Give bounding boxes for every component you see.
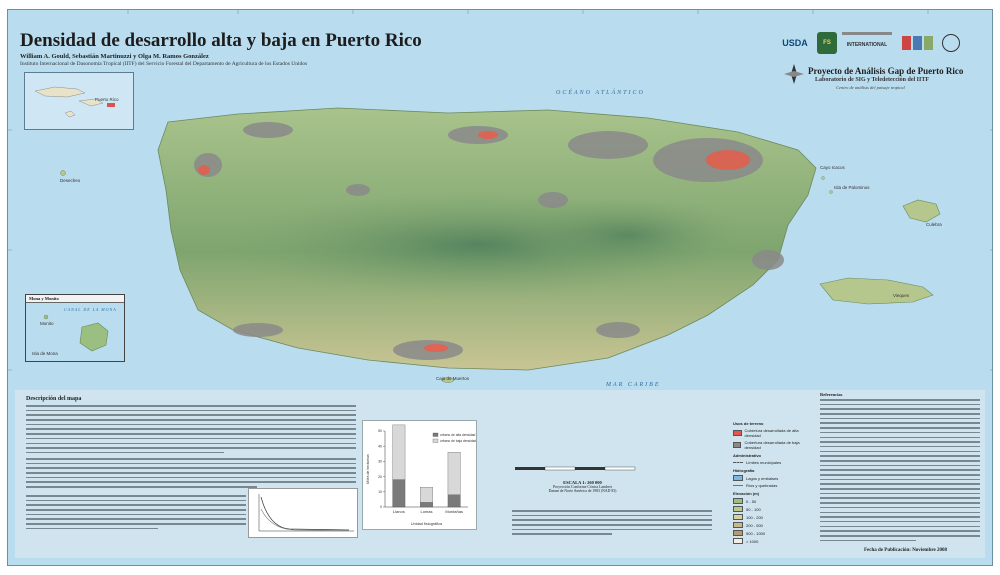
palominos-island bbox=[829, 190, 833, 194]
low-density-swatch bbox=[733, 442, 742, 448]
place-palominos: Isla de Palominos bbox=[834, 185, 870, 190]
legend-high-density: Cobertura desarrollada de alta densidad bbox=[733, 428, 803, 438]
project-tagline: Centro de análisis del paisaje tropical bbox=[836, 85, 905, 90]
x-tick-label: Lomas bbox=[420, 509, 432, 514]
x-axis-label: Unidad fisiográfica bbox=[411, 522, 443, 526]
x-tick-label: Llanos bbox=[393, 509, 405, 514]
mona-channel-label: CANAL DE LA MONA bbox=[64, 307, 117, 312]
legend-label: urbano de alta densidad bbox=[440, 433, 476, 437]
bar-chart: 0 10 20 30 40 50 Llanos Lomas Montañas Unidad fis… bbox=[366, 424, 476, 526]
legend-swatch bbox=[432, 438, 439, 443]
description-text-2 bbox=[26, 458, 356, 491]
legend-hydro-rivers: Ríos y quebradas bbox=[733, 483, 803, 488]
place-caja-de-muertos: Caja de Muertos bbox=[436, 376, 470, 381]
bar-low-density bbox=[392, 424, 406, 480]
place-mona: Isla de Mona bbox=[32, 351, 58, 356]
legend-elev-0: 0 - 50 bbox=[733, 498, 803, 504]
bar-high-density bbox=[420, 502, 433, 508]
vieques-island bbox=[819, 277, 934, 305]
y-tick-label: 0 bbox=[380, 505, 382, 509]
place-culebra: Culebra bbox=[926, 222, 942, 227]
legend-urban-heading: Usos de terreno bbox=[733, 421, 764, 426]
place-vieques: Vieques bbox=[893, 293, 910, 298]
legend-admin-heading: Administrativo bbox=[733, 453, 762, 458]
legend-label: urbano de baja densidad bbox=[440, 439, 476, 443]
y-tick-label: 10 bbox=[378, 490, 382, 494]
project-subtitle: Laboratorio de SIG y Teledetección del I… bbox=[815, 77, 929, 83]
logo-bar: USDA FS INTERNATIONAL bbox=[778, 30, 978, 56]
map-institution: Instituto Internacional de Dasonomía Tro… bbox=[20, 61, 308, 67]
description-heading: Descripción del mapa bbox=[26, 396, 82, 402]
mona-inset-title: Mona y Monito bbox=[26, 295, 124, 303]
y-tick-label: 50 bbox=[378, 429, 382, 433]
legend-elev-heading: Elevación (m) bbox=[733, 491, 760, 496]
scale-notes bbox=[512, 510, 712, 538]
place-monito: Monito bbox=[40, 321, 54, 326]
bar-low-density bbox=[447, 452, 461, 495]
legend-low-density: Cobertura desarrollada de baja densidad bbox=[733, 440, 803, 450]
mona-inset: Mona y Monito CANAL DE LA MONA Monito Is… bbox=[25, 294, 125, 362]
publication-date: Fecha de Publicación: Noviembre 2008 bbox=[864, 548, 947, 553]
cayo-icacos-island bbox=[821, 176, 825, 180]
y-tick-label: 30 bbox=[378, 460, 382, 464]
scale-bar bbox=[515, 466, 636, 471]
caribbean-label: MAR CARIBE bbox=[606, 382, 661, 388]
desecheo-island bbox=[60, 170, 66, 176]
scale-projection: Proyección Conforme Cónica Lambert bbox=[553, 485, 612, 489]
description-text-3 bbox=[26, 495, 246, 533]
bar-high-density bbox=[447, 494, 461, 508]
urban-areas bbox=[194, 122, 784, 360]
map-authors: William A. Gould, Sebastián Martinuzzi y… bbox=[20, 53, 209, 60]
bar-low-density bbox=[420, 487, 433, 503]
culebra-island bbox=[902, 199, 941, 223]
circle-logo bbox=[942, 34, 960, 52]
usda-logo: USDA bbox=[782, 38, 808, 48]
y-tick-label: 20 bbox=[378, 475, 382, 479]
legend-elev-4: 500 - 1000 bbox=[733, 530, 803, 536]
legend-admin-item: Límites municipales bbox=[733, 460, 803, 465]
x-tick-label: Montañas bbox=[445, 509, 463, 514]
project-title: Proyecto de Análisis Gap de Puerto Rico bbox=[808, 66, 964, 76]
place-desecheo: Desecheo bbox=[60, 178, 81, 183]
map-title: Densidad de desarrollo alta y baja en Pu… bbox=[20, 30, 422, 51]
partner-logos bbox=[897, 32, 937, 54]
iitf-logo: INTERNATIONAL bbox=[842, 32, 892, 54]
place-cayo-icacos: Cayo Icacos bbox=[820, 165, 845, 170]
legend: Usos de terreno Cobertura desarrollada d… bbox=[733, 418, 803, 546]
bar-chart-box: 0 10 20 30 40 50 Llanos Lomas Montañas Unidad fis… bbox=[362, 420, 477, 530]
puerto-rico-map[interactable] bbox=[8, 10, 993, 566]
project-compass-icon bbox=[784, 64, 804, 84]
description-text bbox=[26, 405, 356, 457]
locator-inset: Puerto Rico bbox=[24, 72, 134, 130]
high-density-swatch bbox=[733, 430, 742, 436]
scale-title: ESCALA 1: 260 000 bbox=[563, 480, 602, 485]
bar-high-density bbox=[392, 479, 406, 508]
legend-swatch bbox=[432, 432, 439, 437]
decay-chart bbox=[248, 488, 358, 538]
legend-elev-2: 100 - 200 bbox=[733, 514, 803, 520]
y-axis-label: Miles de hectáreas bbox=[366, 454, 370, 484]
forest-service-logo: FS bbox=[817, 32, 837, 54]
legend-elev-5: > 1000 bbox=[733, 538, 803, 544]
legend-elev-1: 50 - 100 bbox=[733, 506, 803, 512]
atlantic-label: OCÉANO ATLÁNTICO bbox=[556, 90, 645, 96]
legend-hydro-heading: Hidrografía bbox=[733, 468, 755, 473]
y-tick-label: 40 bbox=[378, 444, 382, 448]
scale-datum: Datum de Norte América de 1983 (NAD 83) bbox=[548, 489, 617, 493]
scale-block: ESCALA 1: 260 000 Proyección Conforme Có… bbox=[510, 462, 655, 507]
legend-hydro-lakes: Lagos y embalses bbox=[733, 475, 803, 481]
legend-elev-3: 200 - 500 bbox=[733, 522, 803, 528]
references-heading: Referencias bbox=[820, 392, 843, 397]
caja-de-muertos-island bbox=[441, 377, 455, 383]
references: Referencias bbox=[820, 392, 980, 544]
locator-label: Puerto Rico bbox=[95, 97, 119, 102]
